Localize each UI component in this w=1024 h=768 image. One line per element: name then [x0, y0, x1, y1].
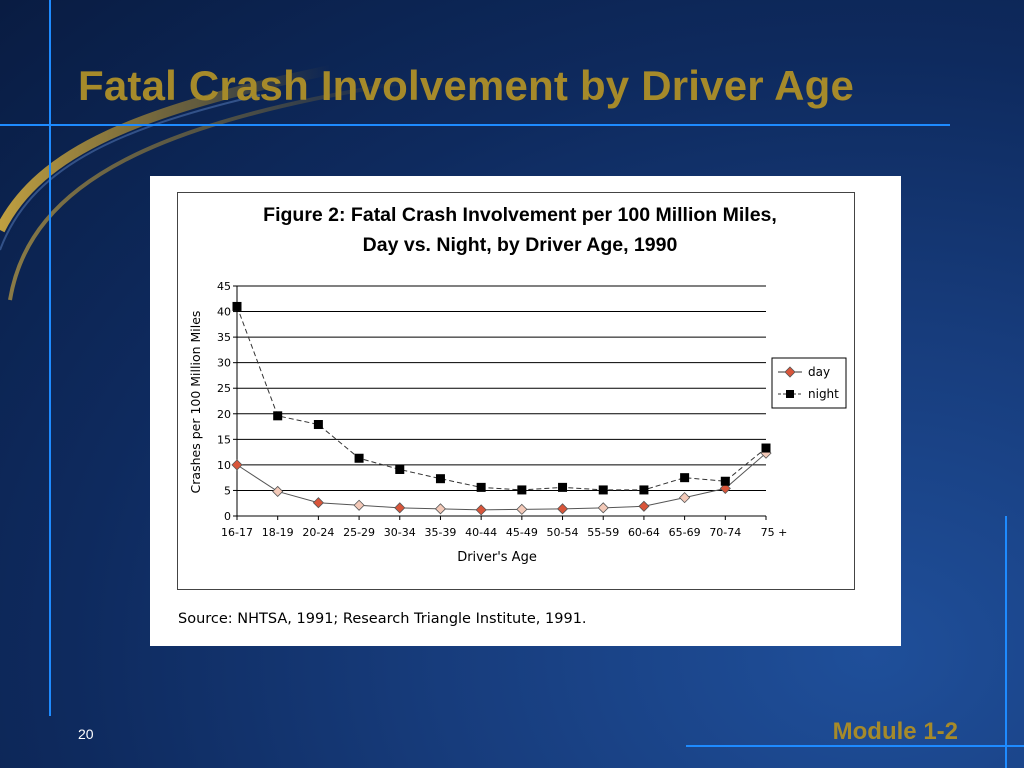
y-tick-label: 15 — [217, 433, 231, 446]
accent-vertical-line-right — [1005, 516, 1007, 768]
point-day — [475, 504, 487, 516]
x-tick-label: 25-29 — [343, 526, 375, 539]
point-night — [354, 453, 364, 463]
y-tick-label: 45 — [217, 280, 231, 293]
legend: day night — [771, 357, 847, 409]
x-tick-label: 60-64 — [628, 526, 660, 539]
point-night — [598, 485, 608, 495]
x-tick-label: 65-69 — [669, 526, 701, 539]
point-night — [639, 485, 649, 495]
legend-marker-day — [784, 366, 796, 378]
y-tick-label: 25 — [217, 382, 231, 395]
accent-horizontal-line-bottom — [686, 745, 1024, 747]
x-tick-label: 40-44 — [465, 526, 497, 539]
legend-box — [771, 357, 847, 409]
module-label: Module 1-2 — [832, 718, 958, 745]
legend-label-night: night — [808, 387, 839, 401]
point-day — [353, 499, 365, 511]
x-tick-label: 30-34 — [384, 526, 416, 539]
point-day — [719, 482, 731, 494]
figure-card: Figure 2: Fatal Crash Involvement per 10… — [150, 176, 901, 646]
point-day — [516, 503, 528, 515]
accent-vertical-line-left — [49, 0, 51, 716]
point-day — [272, 485, 284, 498]
series-line-day — [236, 452, 767, 511]
x-tick-label: 50-54 — [547, 526, 579, 539]
chart-subtitle: Day vs. Night, by Driver Age, 1990 — [363, 234, 678, 256]
y-tick-label: 0 — [224, 510, 231, 523]
point-day — [434, 503, 447, 515]
x-tick-label: 18-19 — [262, 526, 294, 539]
x-tick-label: 20-24 — [302, 526, 334, 539]
legend-marker-night — [786, 390, 794, 398]
point-day — [679, 492, 691, 504]
chart-title: Figure 2: Fatal Crash Involvement per 10… — [263, 204, 777, 226]
point-day — [556, 503, 569, 515]
point-night — [273, 411, 283, 421]
line-chart: Figure 2: Fatal Crash Involvement per 10… — [177, 192, 855, 627]
slide-number: 20 — [78, 726, 94, 742]
source-note: Source: NHTSA, 1991; Research Triangle I… — [178, 611, 587, 627]
x-tick-label: 45-49 — [506, 526, 538, 539]
point-night — [435, 474, 445, 484]
point-day — [597, 502, 609, 514]
x-tick-label: 70-74 — [709, 526, 741, 539]
accent-horizontal-line-top — [0, 124, 950, 126]
point-day — [638, 500, 650, 512]
x-tick-label: 75 + — [761, 526, 788, 539]
point-day — [394, 502, 406, 514]
y-tick-label: 35 — [217, 331, 231, 344]
point-night — [313, 420, 323, 430]
point-night — [720, 476, 730, 486]
point-night — [395, 464, 405, 474]
y-axis-label: Crashes per 100 Million Miles — [188, 311, 203, 494]
point-day — [231, 459, 243, 471]
y-tick-label: 10 — [217, 459, 231, 472]
y-tick-label: 40 — [217, 306, 231, 319]
legend-label-day: day — [808, 365, 830, 379]
grid — [237, 285, 766, 517]
y-tick-label: 5 — [224, 484, 231, 497]
slide-title: Fatal Crash Involvement by Driver Age — [78, 62, 855, 109]
point-night — [232, 301, 242, 311]
point-night — [517, 485, 527, 495]
point-night — [476, 482, 486, 492]
x-tick-label: 16-17 — [221, 526, 253, 539]
axes: 0 5 10 15 20 25 30 35 40 45 16-17 18-19 20-24 25-29 30… — [217, 280, 787, 539]
chart-border — [177, 192, 855, 590]
point-day — [312, 497, 324, 509]
x-tick-label: 35-39 — [424, 526, 456, 539]
y-tick-label: 20 — [217, 408, 231, 421]
point-night — [761, 443, 771, 453]
x-tick-label: 55-59 — [587, 526, 619, 539]
series — [231, 301, 772, 516]
point-night — [680, 473, 690, 483]
y-tick-label: 30 — [217, 357, 231, 370]
point-night — [558, 482, 568, 492]
x-axis-label: Driver's Age — [457, 550, 537, 565]
series-line-night — [236, 306, 767, 491]
